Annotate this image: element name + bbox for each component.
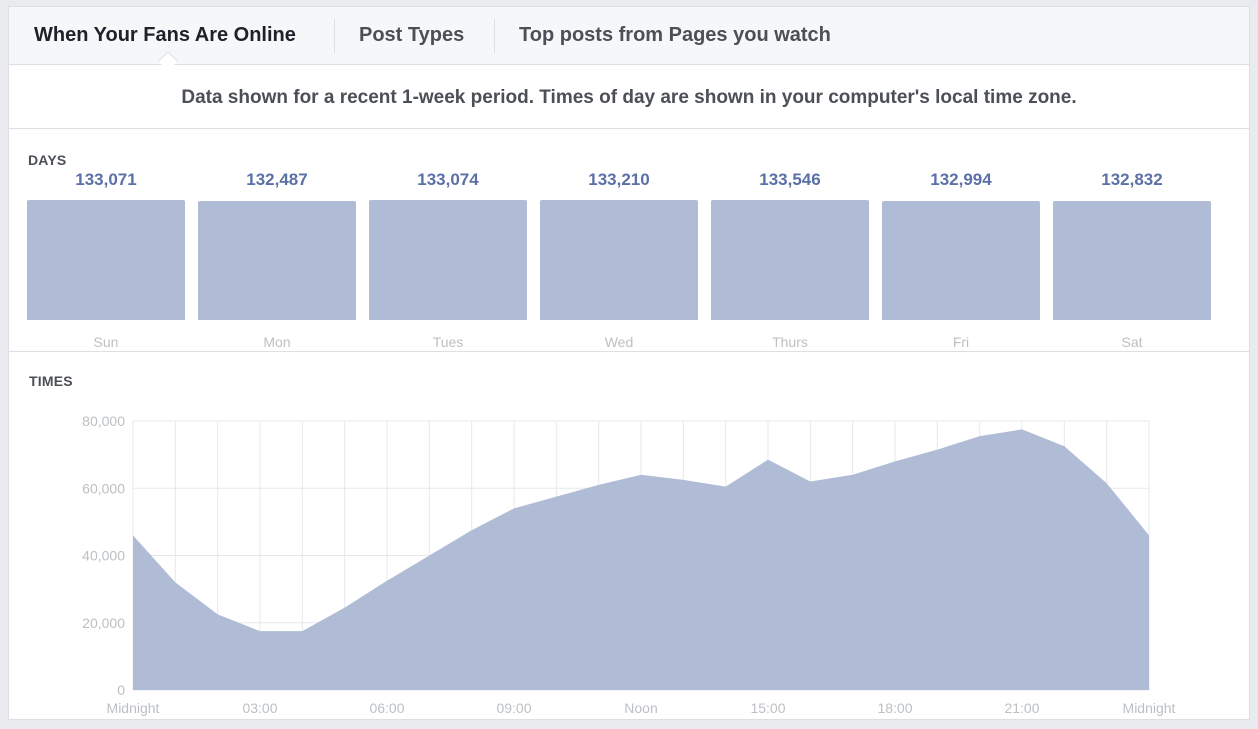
hour-data-point[interactable]: [804, 476, 816, 488]
day-value-label: 132,487: [246, 170, 308, 189]
hour-data-point[interactable]: [423, 550, 435, 562]
hour-data-point[interactable]: [550, 491, 562, 503]
day-bar[interactable]: [882, 200, 1040, 320]
day-name-label: Tues: [432, 334, 464, 350]
hour-data-point[interactable]: [1058, 440, 1070, 452]
tab-top-posts[interactable]: Top posts from Pages you watch: [519, 24, 831, 46]
x-tick-label: 18:00: [877, 700, 912, 716]
hour-data-point[interactable]: [677, 474, 689, 486]
hour-data-point[interactable]: [381, 575, 393, 587]
period-note: Data shown for a recent 1-week period. T…: [9, 65, 1249, 129]
times-section-label: TIMES: [29, 373, 73, 389]
y-tick-label: 20,000: [82, 615, 125, 631]
day-bar[interactable]: [27, 200, 185, 320]
day-name-label: Mon: [263, 334, 291, 350]
hour-data-point[interactable]: [974, 430, 986, 442]
day-name-label: Fri: [952, 334, 970, 350]
day-bar[interactable]: [369, 200, 527, 320]
day-value-label: 133,071: [75, 170, 137, 189]
tab-bar: When Your Fans Are Online Post Types Top…: [9, 7, 1249, 71]
hour-data-point[interactable]: [762, 454, 774, 466]
y-tick-label: 60,000: [82, 480, 125, 496]
day-column: 133,071 Sun: [27, 170, 185, 350]
insights-card: When Your Fans Are Online Post Types Top…: [8, 6, 1250, 720]
day-name-label: Thurs: [772, 334, 808, 350]
day-bar[interactable]: [198, 200, 356, 320]
hour-data-point[interactable]: [1143, 529, 1155, 541]
day-value-label: 133,074: [417, 170, 479, 189]
days-section-label: DAYS: [28, 152, 67, 168]
day-bar[interactable]: [711, 200, 869, 320]
day-column: 133,074 Tues: [369, 170, 527, 350]
day-column: 133,546 Thurs: [711, 170, 869, 350]
day-value-label: 133,210: [588, 170, 650, 189]
hour-data-point[interactable]: [508, 502, 520, 514]
hour-data-point[interactable]: [635, 469, 647, 481]
y-tick-label: 40,000: [82, 548, 125, 564]
hour-data-point[interactable]: [296, 625, 308, 637]
day-column: 132,487 Mon: [198, 170, 356, 350]
x-tick-label: Noon: [624, 700, 657, 716]
day-column: 133,210 Wed: [540, 170, 698, 350]
section-divider: [9, 351, 1249, 352]
day-value-label: 133,546: [759, 170, 821, 189]
day-name-label: Sat: [1121, 334, 1143, 350]
day-column: 132,994 Fri: [882, 170, 1040, 350]
fans-online-area: [133, 429, 1149, 690]
hour-data-point[interactable]: [889, 455, 901, 467]
day-column: 132,832 Sat: [1053, 170, 1211, 350]
tab-separator: [334, 19, 335, 53]
hour-data-point[interactable]: [847, 469, 859, 481]
day-name-label: Sun: [93, 334, 119, 350]
hour-data-point[interactable]: [339, 602, 351, 614]
x-tick-label: Midnight: [1123, 700, 1176, 716]
hour-data-point[interactable]: [931, 444, 943, 456]
y-tick-label: 80,000: [82, 413, 125, 429]
hour-data-point[interactable]: [169, 576, 181, 588]
day-name-label: Wed: [604, 334, 634, 350]
x-tick-label: 15:00: [750, 700, 785, 716]
hour-data-point[interactable]: [720, 481, 732, 493]
x-tick-label: 03:00: [242, 700, 277, 716]
hour-data-point[interactable]: [127, 529, 139, 541]
tab-post-types[interactable]: Post Types: [359, 24, 465, 46]
x-tick-label: 09:00: [496, 700, 531, 716]
tab-when-fans-online[interactable]: When Your Fans Are Online: [34, 24, 296, 46]
hour-data-point[interactable]: [1101, 477, 1113, 489]
times-area-chart: 0 20,000 40,000 60,000 80,000 Midnight 03:00 06…: [82, 413, 1176, 716]
y-tick-label: 0: [117, 682, 125, 698]
hour-data-point[interactable]: [1016, 423, 1028, 435]
x-tick-label: 06:00: [369, 700, 404, 716]
day-value-label: 132,994: [930, 170, 992, 189]
hour-data-point[interactable]: [254, 625, 266, 637]
day-bar[interactable]: [1053, 200, 1211, 320]
hour-data-point[interactable]: [212, 608, 224, 620]
day-value-label: 132,832: [1101, 170, 1163, 189]
x-tick-label: Midnight: [107, 700, 160, 716]
day-bar[interactable]: [540, 200, 698, 320]
hour-data-point[interactable]: [466, 524, 478, 536]
hour-data-point[interactable]: [593, 479, 605, 491]
x-tick-label: 21:00: [1004, 700, 1039, 716]
tab-separator: [494, 19, 495, 53]
